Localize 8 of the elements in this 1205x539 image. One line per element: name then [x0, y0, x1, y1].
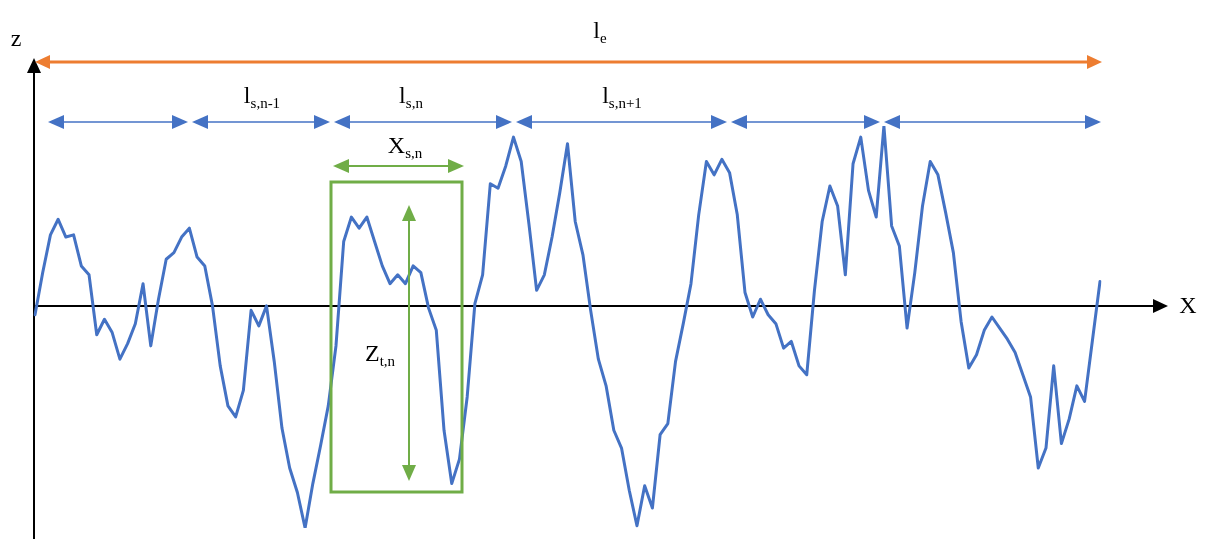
text: l$_{s,n}$	[399, 81, 423, 112]
text: l$_{s,n-1}$	[243, 81, 281, 112]
annotation: Z$_{t,n}$	[364, 339, 396, 370]
x-axis-title: X	[1179, 292, 1197, 318]
y-axis-title: z	[10, 25, 22, 51]
annotation: X$_{s,n}$	[387, 131, 423, 162]
text: l$_{s,n+1}$	[602, 81, 642, 112]
text: l$_{e}$	[593, 16, 607, 47]
